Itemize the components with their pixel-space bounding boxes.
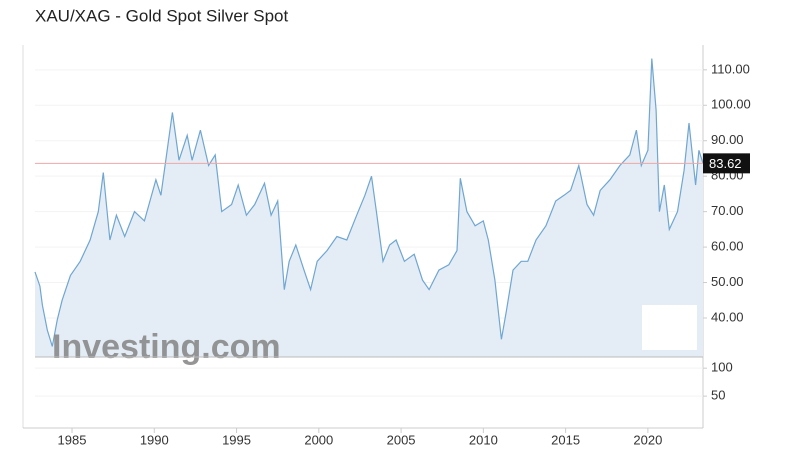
overlay-box (642, 305, 697, 350)
y-tick-label: 40.00 (711, 309, 744, 324)
y-tick-label: 110.00 (711, 61, 750, 76)
current-value-label: 83.62 (709, 156, 742, 171)
x-tick-label: 2005 (387, 432, 416, 447)
x-tick-label: 2020 (633, 432, 662, 447)
x-tick-label: 1985 (58, 432, 87, 447)
y-tick-label: 60.00 (711, 239, 744, 254)
x-tick-label: 1990 (140, 432, 169, 447)
y-tick-label: 100.00 (711, 97, 751, 112)
x-tick-label: 2000 (304, 432, 333, 447)
x-tick-label: 1995 (222, 432, 251, 447)
line (34, 58, 704, 347)
current-value-box (703, 153, 750, 174)
y-tick-label: 50 (711, 388, 725, 403)
y-tick-label: 100 (711, 360, 733, 375)
y-tick-label: 70.00 (711, 203, 744, 218)
chart-title: XAU/XAG - Gold Spot Silver Spot (35, 6, 288, 25)
y-tick-label: 90.00 (711, 132, 744, 147)
y-tick-label: 50.00 (711, 274, 744, 289)
watermark: Investing.com (52, 328, 281, 366)
x-tick-label: 2015 (551, 432, 580, 447)
area (35, 58, 703, 357)
x-tick-label: 2010 (469, 432, 498, 447)
